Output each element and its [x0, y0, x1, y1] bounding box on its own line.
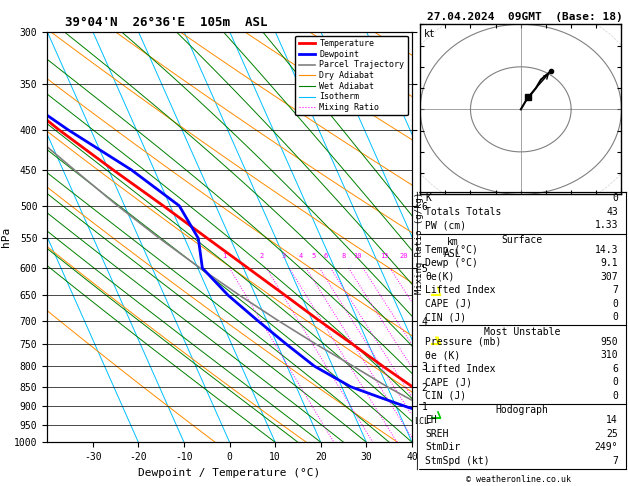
Text: CAPE (J): CAPE (J)	[425, 299, 472, 309]
Text: Totals Totals: Totals Totals	[425, 207, 502, 217]
Text: 2: 2	[259, 253, 264, 260]
Text: 1.33: 1.33	[594, 220, 618, 230]
Text: CIN (J): CIN (J)	[425, 391, 467, 400]
Legend: Temperature, Dewpoint, Parcel Trajectory, Dry Adiabat, Wet Adiabat, Isotherm, Mi: Temperature, Dewpoint, Parcel Trajectory…	[296, 36, 408, 115]
Text: kt: kt	[424, 29, 436, 39]
Text: θe(K): θe(K)	[425, 272, 455, 282]
Text: LCL: LCL	[415, 417, 429, 426]
Text: StmDir: StmDir	[425, 442, 460, 452]
Text: Lifted Index: Lifted Index	[425, 364, 496, 374]
Text: 1: 1	[222, 253, 226, 260]
Y-axis label: hPa: hPa	[1, 227, 11, 247]
Text: 10: 10	[353, 253, 362, 260]
Text: 0: 0	[612, 312, 618, 322]
Text: 3: 3	[282, 253, 286, 260]
Text: EH: EH	[425, 416, 437, 425]
Text: 27.04.2024  09GMT  (Base: 18): 27.04.2024 09GMT (Base: 18)	[427, 12, 623, 22]
Text: Pressure (mb): Pressure (mb)	[425, 337, 502, 347]
Y-axis label: km
ASL: km ASL	[444, 237, 462, 259]
Text: 6: 6	[612, 364, 618, 374]
Text: 14.3: 14.3	[594, 245, 618, 255]
Text: 7: 7	[612, 285, 618, 295]
Text: Surface: Surface	[501, 235, 542, 245]
Text: 310: 310	[601, 350, 618, 360]
Text: 307: 307	[601, 272, 618, 282]
Text: 0: 0	[612, 299, 618, 309]
Text: 20: 20	[399, 253, 408, 260]
Text: 0: 0	[612, 193, 618, 203]
Text: StmSpd (kt): StmSpd (kt)	[425, 455, 490, 466]
Text: CIN (J): CIN (J)	[425, 312, 467, 322]
Text: 0: 0	[612, 377, 618, 387]
Text: 14: 14	[606, 416, 618, 425]
Text: © weatheronline.co.uk: © weatheronline.co.uk	[467, 474, 571, 484]
Text: 43: 43	[606, 207, 618, 217]
Text: 9.1: 9.1	[601, 259, 618, 268]
Text: Hodograph: Hodograph	[495, 405, 548, 416]
X-axis label: Dewpoint / Temperature (°C): Dewpoint / Temperature (°C)	[138, 468, 321, 478]
Text: Dewp (°C): Dewp (°C)	[425, 259, 478, 268]
Text: Temp (°C): Temp (°C)	[425, 245, 478, 255]
Text: K: K	[425, 193, 431, 203]
Text: 4: 4	[299, 253, 303, 260]
Text: 39°04'N  26°36'E  105m  ASL: 39°04'N 26°36'E 105m ASL	[65, 16, 268, 29]
Text: 6: 6	[323, 253, 327, 260]
Text: 5: 5	[312, 253, 316, 260]
Text: 15: 15	[380, 253, 389, 260]
Text: 249°: 249°	[594, 442, 618, 452]
Text: 7: 7	[612, 455, 618, 466]
Text: CAPE (J): CAPE (J)	[425, 377, 472, 387]
Text: Lifted Index: Lifted Index	[425, 285, 496, 295]
Text: Mixing Ratio (g/kg): Mixing Ratio (g/kg)	[415, 192, 424, 294]
Text: PW (cm): PW (cm)	[425, 220, 467, 230]
Text: SREH: SREH	[425, 429, 449, 439]
Text: 8: 8	[341, 253, 345, 260]
Text: θe (K): θe (K)	[425, 350, 460, 360]
Text: Most Unstable: Most Unstable	[484, 327, 560, 337]
Text: 0: 0	[612, 391, 618, 400]
Text: 25: 25	[606, 429, 618, 439]
Text: 950: 950	[601, 337, 618, 347]
